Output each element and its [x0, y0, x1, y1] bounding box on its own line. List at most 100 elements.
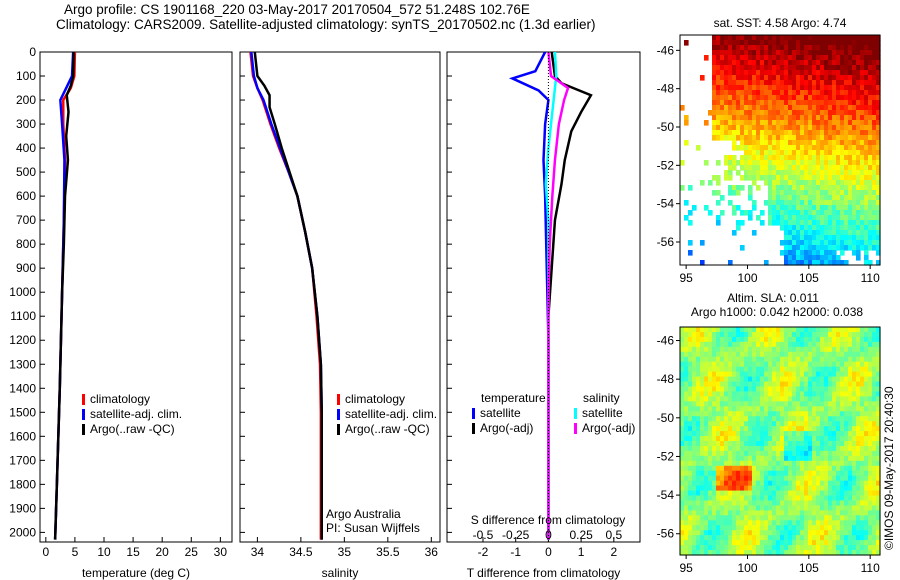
map-cell	[848, 351, 853, 358]
map-cell	[740, 371, 745, 378]
map-cell	[840, 140, 845, 146]
map-cell	[808, 386, 813, 393]
map-cell	[724, 361, 729, 368]
map-cell	[876, 480, 881, 487]
map-cell	[716, 351, 721, 358]
map-cell	[772, 371, 777, 378]
map-cell	[816, 55, 821, 61]
map-cell	[840, 391, 845, 397]
map-cell	[780, 185, 785, 191]
map-cell	[868, 510, 873, 516]
map-cell	[828, 411, 833, 417]
map-cell	[704, 470, 709, 477]
map-cell	[740, 411, 745, 417]
map-cell	[828, 421, 833, 427]
map-cell	[824, 540, 829, 546]
map-cell	[724, 520, 729, 526]
map-cell	[688, 346, 693, 353]
map-cell	[760, 416, 765, 422]
map-cell	[776, 530, 781, 536]
map-cell	[828, 215, 833, 221]
map-cell	[844, 110, 849, 116]
map-cell	[764, 391, 769, 397]
map-cell	[832, 460, 837, 467]
map-cell	[756, 366, 761, 373]
map-cell	[804, 155, 809, 161]
map-cell	[744, 386, 749, 393]
map-cell	[836, 540, 841, 546]
map-cell	[832, 205, 837, 211]
map-cell	[844, 225, 849, 231]
map-cell	[704, 441, 709, 447]
map-cell	[840, 376, 845, 383]
map-cell	[812, 336, 817, 343]
map-cell	[728, 470, 733, 477]
map-cell	[852, 500, 857, 507]
map-cell	[712, 475, 717, 482]
map-cell	[768, 95, 773, 101]
map-cell	[808, 130, 813, 136]
map-cell	[788, 80, 793, 86]
map-cell	[836, 475, 841, 482]
map-cell	[820, 411, 825, 417]
map-cell	[788, 190, 793, 196]
map-cell	[772, 525, 777, 531]
map-cell	[680, 381, 685, 388]
x-axis-label: salinity	[322, 566, 359, 580]
map-cell	[720, 495, 725, 502]
map-cell	[692, 460, 697, 467]
map-cell	[684, 421, 689, 427]
map-cell	[816, 411, 821, 417]
map-cell	[732, 105, 737, 111]
map-cell	[772, 75, 777, 81]
map-cell	[760, 130, 765, 136]
map-cell	[768, 525, 773, 531]
map-cell	[844, 205, 849, 211]
map-cell	[848, 230, 853, 236]
map-cell	[688, 396, 693, 402]
map-cell	[860, 245, 865, 251]
map-cell	[704, 55, 709, 61]
map-cell	[820, 391, 825, 397]
map-cell	[780, 100, 785, 106]
map-cell	[872, 341, 877, 348]
map-cell	[872, 366, 877, 373]
map-cell	[692, 505, 697, 511]
map-cell	[744, 391, 749, 397]
map-cell	[748, 175, 753, 181]
map-cell	[808, 80, 813, 86]
map-cell	[792, 520, 797, 526]
map-cell	[748, 510, 753, 516]
map-cell	[856, 436, 861, 442]
map-cell	[716, 160, 721, 166]
map-cell	[864, 535, 869, 541]
map-cell	[784, 386, 789, 393]
map-cell	[868, 40, 873, 46]
map-cell	[768, 125, 773, 131]
map-cell	[876, 401, 881, 407]
map-cell	[820, 396, 825, 402]
map-cell	[868, 55, 873, 61]
map-cell	[716, 550, 721, 556]
map-cell	[844, 431, 849, 437]
map-cell	[876, 170, 881, 176]
map-cell	[756, 510, 761, 516]
map-cell	[860, 431, 865, 437]
map-cell	[684, 346, 689, 353]
map-cell	[872, 386, 877, 393]
map-cell	[796, 406, 801, 412]
map-cell	[804, 100, 809, 106]
map-cell	[844, 135, 849, 141]
map-cell	[840, 60, 845, 66]
map-cell	[724, 125, 729, 131]
y-tick-label: 1200	[9, 333, 36, 347]
map-cell	[688, 220, 693, 226]
map-cell	[760, 480, 765, 487]
map-cell	[740, 441, 745, 447]
map-cell	[816, 220, 821, 226]
map-cell	[772, 421, 777, 427]
map-cell	[784, 465, 789, 472]
map-cell	[816, 485, 821, 492]
map-cell	[864, 55, 869, 61]
map-cell	[860, 240, 865, 246]
